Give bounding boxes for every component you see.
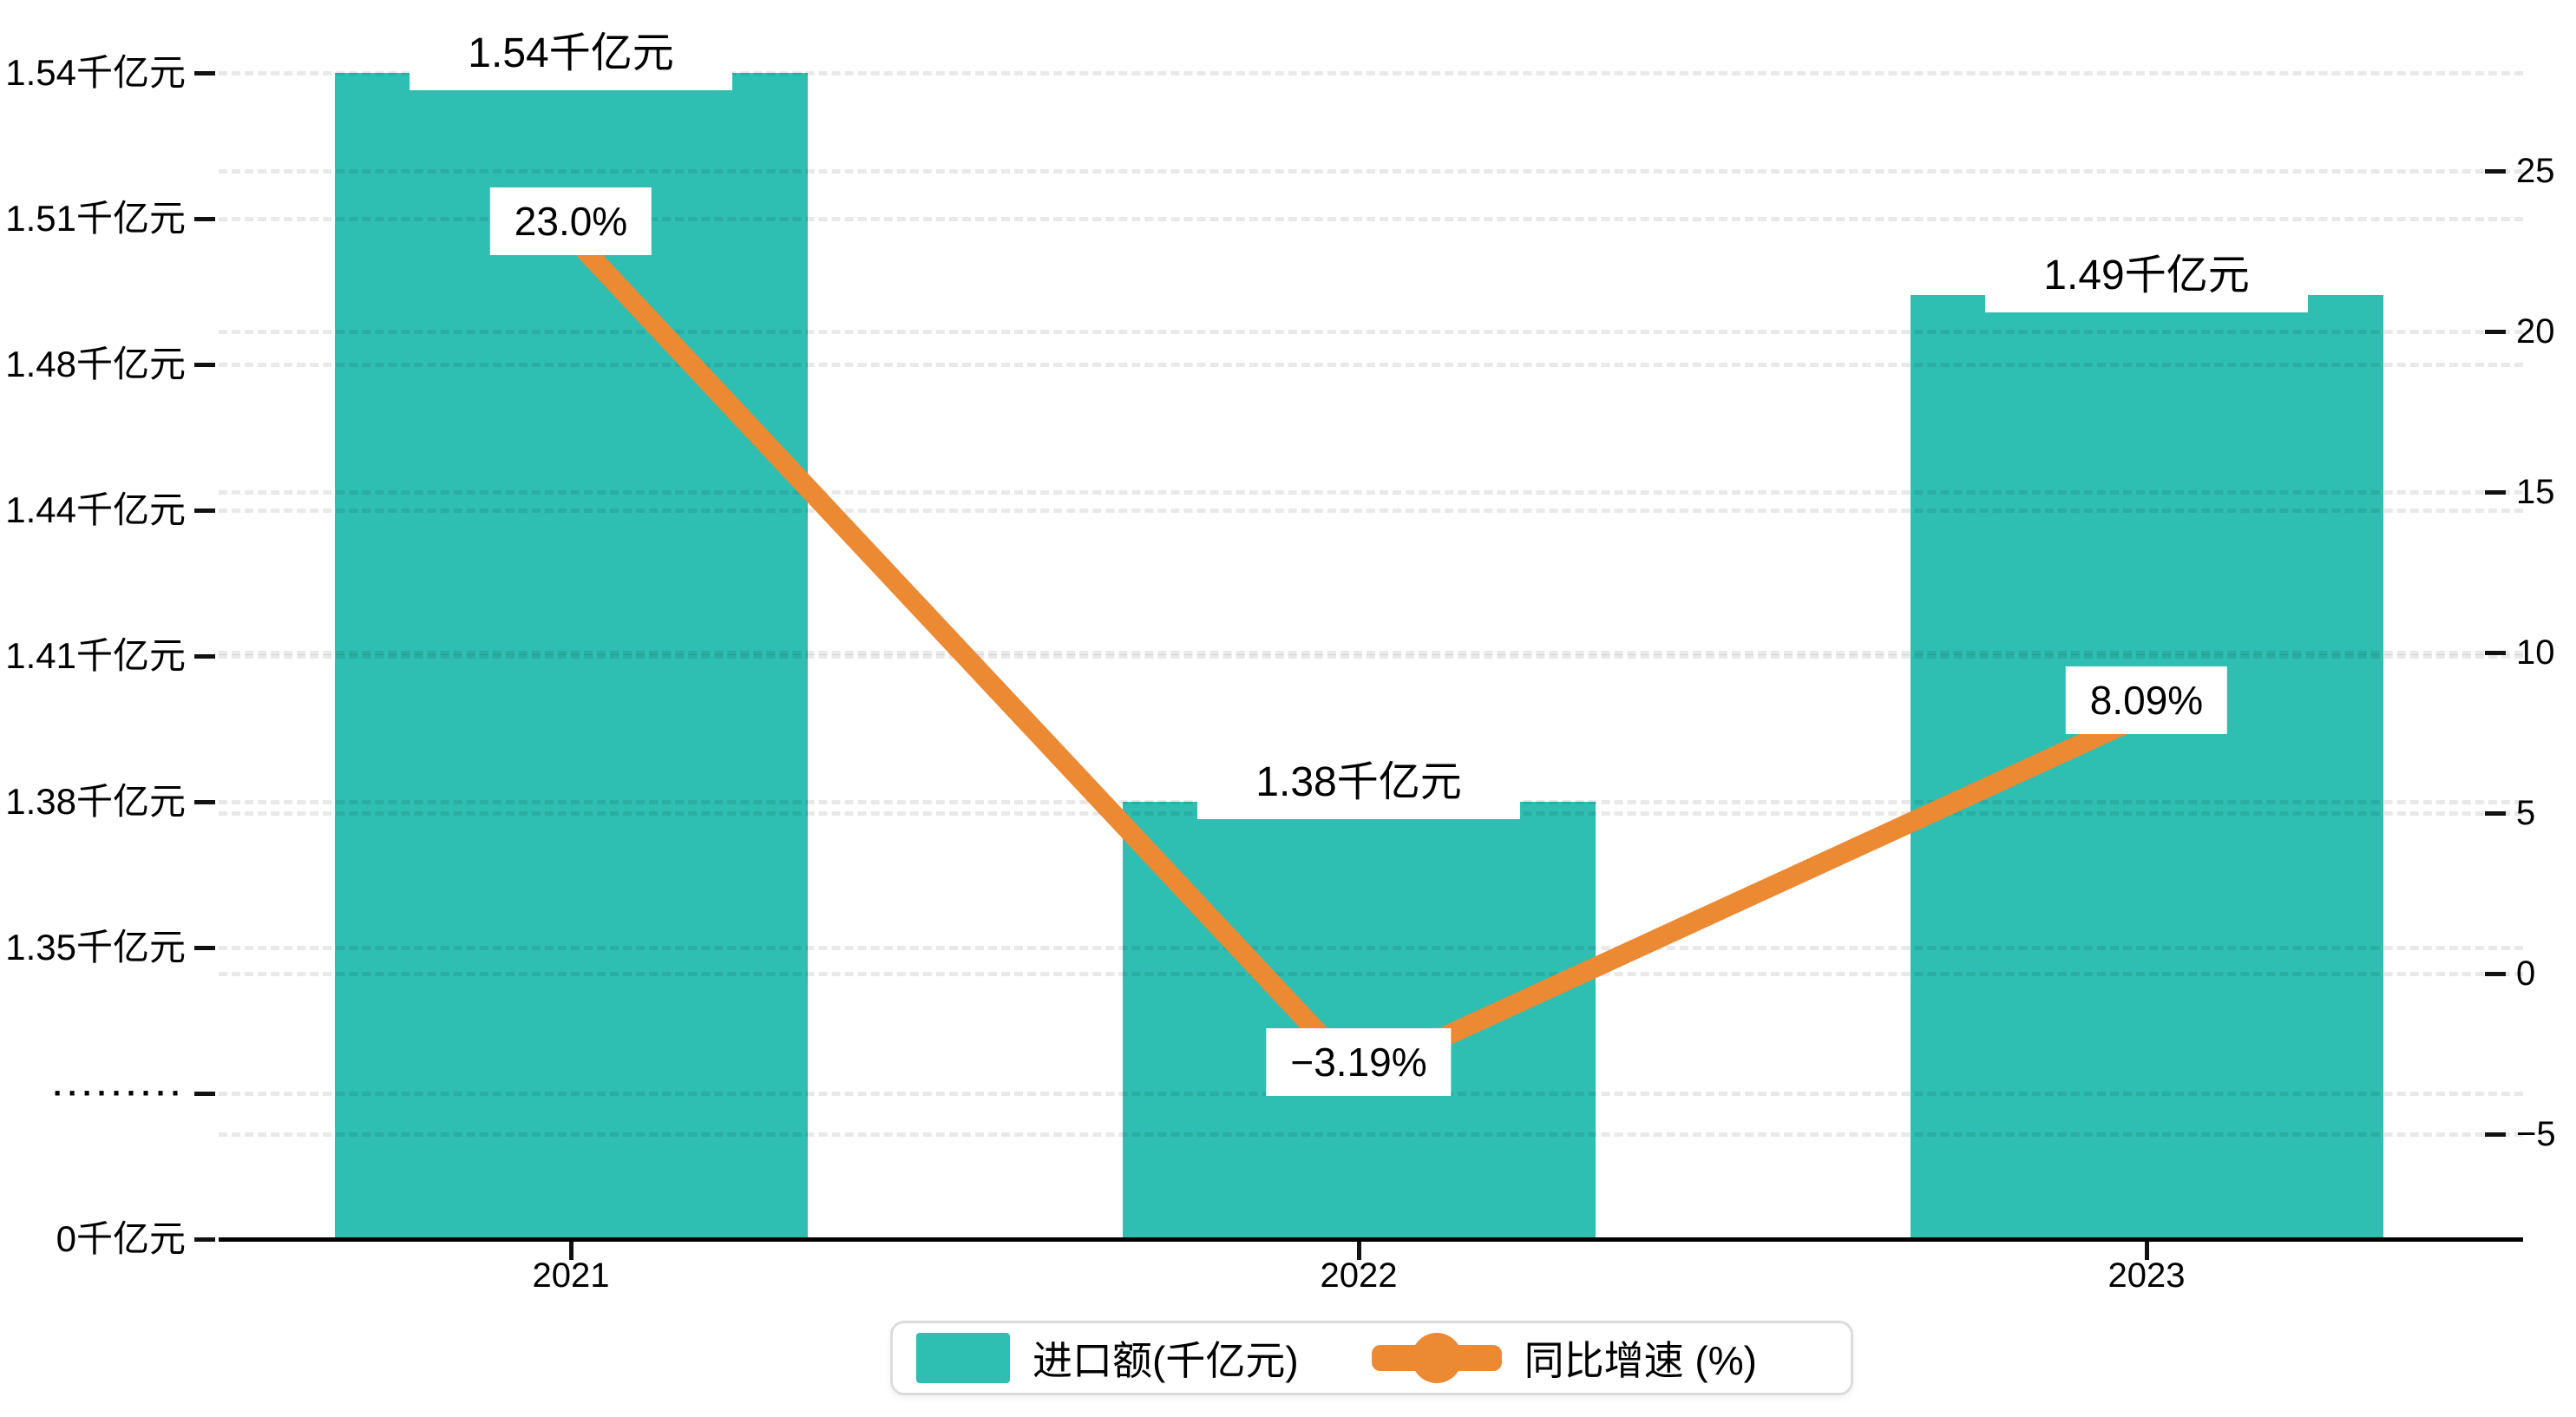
x-axis-tick [1357, 1239, 1361, 1260]
right-axis-tick [2485, 1132, 2506, 1137]
right-axis-tick [2485, 490, 2506, 495]
left-axis-tick [194, 71, 215, 75]
right-axis-tick-label: 15 [2516, 473, 2555, 511]
x-axis-tick [2145, 1239, 2149, 1260]
right-gridline [219, 169, 2523, 174]
left-axis-tick [194, 217, 215, 221]
import-value-bar[interactable] [335, 73, 808, 1239]
right-axis-tick [2485, 330, 2506, 334]
left-axis-tick-label: 1.35千亿元 [5, 927, 186, 968]
right-axis-tick [2485, 811, 2506, 816]
left-axis-tick [194, 800, 215, 804]
left-axis-tick-label: 1.48千亿元 [5, 344, 186, 384]
right-gridline [219, 330, 2523, 334]
left-axis-tick-label: 1.44千亿元 [5, 489, 186, 530]
right-axis-tick-label: 0 [2516, 955, 2536, 993]
left-gridline [219, 363, 2523, 367]
left-axis-tick-label: 1.38千亿元 [5, 781, 186, 822]
growth-rate-annotation: 23.0% [489, 187, 652, 255]
growth-rate-line[interactable] [560, 225, 2157, 1086]
bar-value-label: 1.49千亿元 [1985, 229, 2308, 312]
left-axis-tick [194, 1237, 215, 1242]
left-axis-tick-label: 0千亿元 [56, 1218, 186, 1259]
right-gridline [219, 490, 2523, 495]
left-gridline [219, 71, 2523, 75]
x-axis-line [219, 1237, 2523, 1242]
bar-value-label: 1.54千亿元 [410, 7, 732, 90]
x-axis-tick [569, 1239, 574, 1260]
legend-label-growth-rate: 同比增速 (%) [1524, 1338, 1757, 1383]
left-axis-tick-label: ········· [53, 1075, 186, 1111]
legend-item-import-value[interactable]: 进口额(千亿元) [916, 1329, 1299, 1387]
left-axis-tick-label: 1.54千亿元 [5, 52, 186, 93]
right-gridline [219, 651, 2523, 655]
legend-item-growth-rate[interactable]: 同比增速 (%) [1371, 1329, 1757, 1387]
import-value-bar[interactable] [1123, 802, 1596, 1239]
right-axis-tick-label: 5 [2516, 794, 2536, 832]
left-axis-tick [194, 946, 215, 950]
right-axis-tick [2485, 651, 2506, 655]
right-gridline [219, 1132, 2523, 1137]
left-axis-tick-label: 1.51千亿元 [5, 198, 186, 239]
legend-label-import-value: 进口额(千亿元) [1032, 1338, 1299, 1383]
right-axis-tick-label: 10 [2516, 633, 2555, 672]
growth-rate-annotation: 8.09% [2065, 666, 2228, 734]
x-axis-year-label: 2021 [532, 1256, 610, 1295]
left-axis-tick [194, 1092, 215, 1096]
x-axis-year-label: 2022 [1320, 1256, 1398, 1295]
growth-rate-annotation: −3.19% [1266, 1028, 1452, 1096]
x-axis-year-label: 2023 [2107, 1256, 2186, 1295]
left-axis-tick [194, 363, 215, 367]
left-axis-tick [194, 508, 215, 513]
right-axis-tick-label: 25 [2516, 152, 2555, 190]
left-gridline [219, 217, 2523, 221]
legend: 进口额(千亿元) 同比增速 (%) [890, 1321, 1853, 1395]
left-gridline [219, 654, 2523, 659]
bar-value-label: 1.38千亿元 [1197, 736, 1520, 819]
line-dot-icon [1371, 1333, 1502, 1383]
right-axis-tick-label: −5 [2516, 1115, 2556, 1153]
right-axis-tick-label: 20 [2516, 312, 2555, 351]
left-axis-tick-label: 1.41千亿元 [5, 635, 186, 676]
bar-swatch-icon [916, 1333, 1010, 1383]
import-value-bar[interactable] [1911, 295, 2383, 1239]
right-axis-tick [2485, 972, 2506, 976]
right-axis-tick [2485, 169, 2506, 174]
left-gridline [219, 508, 2523, 513]
left-axis-tick [194, 654, 215, 659]
left-gridline [219, 946, 2523, 950]
right-gridline [219, 972, 2523, 976]
